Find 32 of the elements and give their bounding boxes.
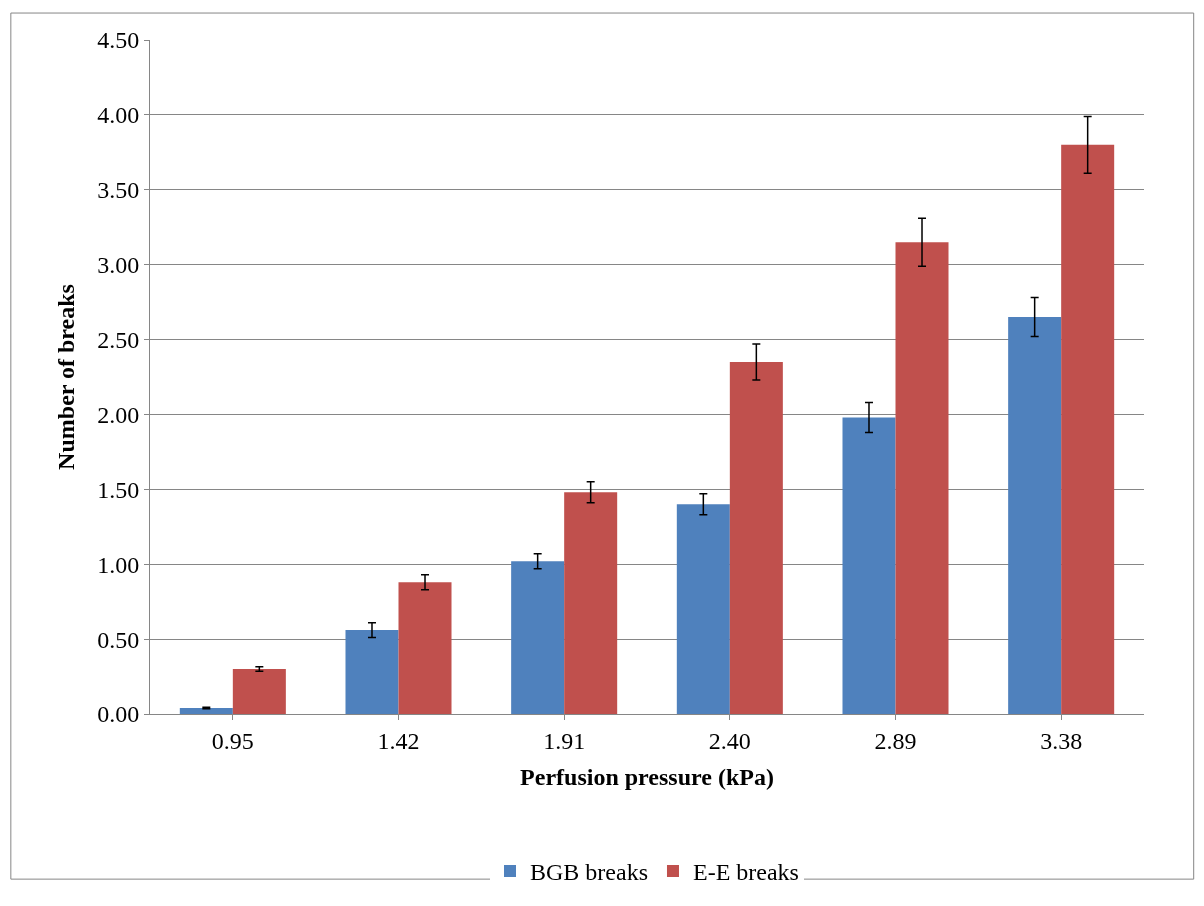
x-tick-label: 3.38 [1040, 727, 1083, 754]
y-tick-label: 2.00 [97, 401, 140, 428]
x-tick-label: 1.42 [377, 727, 420, 754]
bar [895, 242, 949, 714]
bar [1061, 144, 1115, 714]
legend-label: E-E breaks [692, 859, 799, 886]
x-axis-title: Perfusion pressure (kPa) [520, 764, 774, 791]
y-tick-label: 1.00 [97, 551, 140, 578]
legend-label: BGB breaks [530, 859, 648, 886]
bar [729, 362, 783, 714]
bar [398, 582, 452, 714]
bar [179, 708, 233, 714]
y-tick-label: 3.00 [97, 252, 140, 279]
y-tick-label: 0.50 [97, 626, 140, 653]
y-tick-label: 4.50 [97, 27, 140, 54]
y-tick-label: 4.00 [97, 102, 140, 129]
bar [676, 504, 730, 714]
y-tick-label: 1.50 [97, 476, 140, 503]
x-tick-label: 0.95 [211, 727, 254, 754]
bar [345, 630, 399, 714]
bar [564, 492, 618, 714]
bar [232, 669, 286, 714]
x-tick-label: 2.40 [708, 727, 751, 754]
bar [511, 561, 565, 714]
y-axis-title: Number of breaks [53, 284, 80, 470]
x-tick-label: 1.91 [543, 727, 586, 754]
y-tick-label: 3.50 [97, 177, 140, 204]
y-tick-label: 2.50 [97, 326, 140, 353]
x-tick-label: 2.89 [874, 727, 917, 754]
bar [842, 417, 896, 714]
bar [1008, 317, 1062, 714]
y-tick-label: 0.00 [97, 701, 140, 728]
